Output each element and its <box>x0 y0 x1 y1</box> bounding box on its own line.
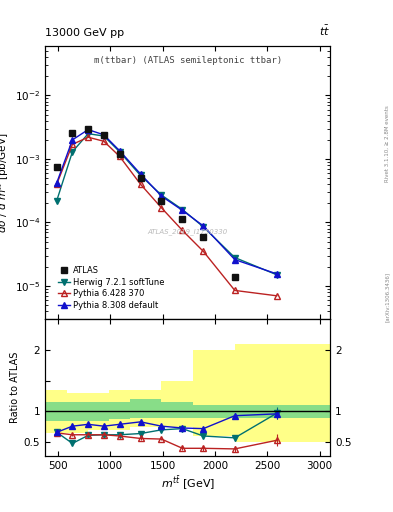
Line: Herwig 7.2.1 softTune: Herwig 7.2.1 softTune <box>54 131 279 278</box>
Pythia 6.428 370 <box>54 181 59 187</box>
Pythia 6.428 370 <box>138 181 143 187</box>
Pythia 8.308 default <box>232 257 237 263</box>
Herwig 7.2.1 softTune <box>70 148 75 155</box>
Pythia 6.428 370 <box>201 248 206 254</box>
Pythia 6.428 370 <box>117 153 122 159</box>
Herwig 7.2.1 softTune <box>159 192 164 198</box>
Herwig 7.2.1 softTune <box>201 224 206 230</box>
Line: ATLAS: ATLAS <box>53 125 280 339</box>
ATLAS <box>86 125 90 132</box>
Herwig 7.2.1 softTune <box>54 198 59 204</box>
Herwig 7.2.1 softTune <box>232 254 237 261</box>
Text: m(ttbar) (ATLAS semileptonic ttbar): m(ttbar) (ATLAS semileptonic ttbar) <box>94 56 282 65</box>
Pythia 6.428 370 <box>180 227 185 233</box>
Y-axis label: $d\sigma$ / $d$ $m^{t\bar{t}}$ [pb/GeV]: $d\sigma$ / $d$ $m^{t\bar{t}}$ [pb/GeV] <box>0 133 11 233</box>
ATLAS <box>70 130 75 136</box>
Herwig 7.2.1 softTune <box>86 131 90 137</box>
Herwig 7.2.1 softTune <box>180 206 185 212</box>
ATLAS <box>232 273 237 280</box>
Line: Pythia 8.308 default: Pythia 8.308 default <box>54 127 279 276</box>
Herwig 7.2.1 softTune <box>101 133 106 139</box>
ATLAS <box>274 333 279 339</box>
Herwig 7.2.1 softTune <box>274 272 279 278</box>
ATLAS <box>117 151 122 157</box>
Pythia 6.428 370 <box>232 287 237 293</box>
Pythia 8.308 default <box>101 132 106 138</box>
Pythia 8.308 default <box>138 171 143 177</box>
Pythia 6.428 370 <box>101 138 106 144</box>
Text: 13000 GeV pp: 13000 GeV pp <box>45 28 124 38</box>
Pythia 6.428 370 <box>274 293 279 299</box>
Pythia 6.428 370 <box>70 141 75 147</box>
ATLAS <box>138 175 143 181</box>
Text: Rivet 3.1.10, ≥ 2.8M events: Rivet 3.1.10, ≥ 2.8M events <box>385 105 389 182</box>
Pythia 8.308 default <box>86 126 90 133</box>
Pythia 6.428 370 <box>86 134 90 140</box>
Pythia 8.308 default <box>54 180 59 186</box>
Pythia 8.308 default <box>117 147 122 154</box>
Line: Pythia 6.428 370: Pythia 6.428 370 <box>54 135 279 298</box>
ATLAS <box>101 132 106 138</box>
Text: ATLAS_2019_I1750330: ATLAS_2019_I1750330 <box>147 228 228 235</box>
Y-axis label: Ratio to ATLAS: Ratio to ATLAS <box>10 352 20 423</box>
Pythia 8.308 default <box>70 137 75 143</box>
ATLAS <box>54 164 59 170</box>
Legend: ATLAS, Herwig 7.2.1 softTune, Pythia 6.428 370, Pythia 8.308 default: ATLAS, Herwig 7.2.1 softTune, Pythia 6.4… <box>55 264 167 312</box>
Text: [arXiv:1306.3436]: [arXiv:1306.3436] <box>385 272 389 322</box>
Pythia 8.308 default <box>159 193 164 199</box>
Herwig 7.2.1 softTune <box>138 173 143 179</box>
Pythia 6.428 370 <box>159 205 164 211</box>
Pythia 8.308 default <box>180 207 185 214</box>
Pythia 8.308 default <box>274 271 279 277</box>
ATLAS <box>180 216 185 222</box>
Pythia 8.308 default <box>201 223 206 229</box>
X-axis label: $m^{t\bar{t}}$ [GeV]: $m^{t\bar{t}}$ [GeV] <box>161 475 215 492</box>
ATLAS <box>159 198 164 204</box>
Text: $t\bar{t}$: $t\bar{t}$ <box>319 24 330 38</box>
ATLAS <box>201 234 206 241</box>
Herwig 7.2.1 softTune <box>117 148 122 155</box>
